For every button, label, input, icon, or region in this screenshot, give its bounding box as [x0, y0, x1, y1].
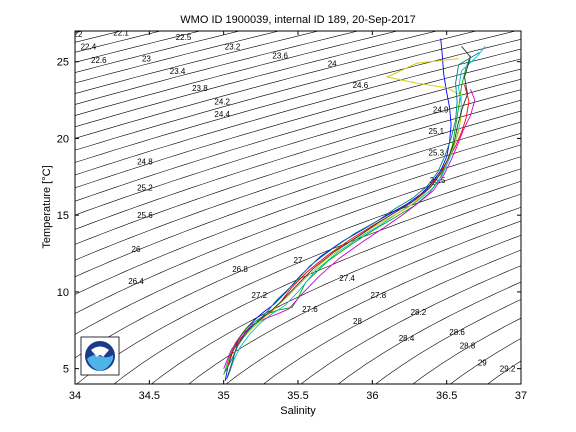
contour-label: 28.8 [460, 342, 476, 351]
density-contour [188, 220, 521, 384]
contour-label: 25.1 [429, 127, 445, 136]
contour-label: 28.6 [449, 328, 465, 337]
x-tick-label: 36.5 [436, 390, 457, 402]
y-tick-label: 20 [57, 133, 69, 145]
density-contour [113, 193, 521, 384]
density-contour [75, 144, 521, 314]
profile-line [227, 46, 486, 377]
density-contour [337, 281, 521, 384]
profile-line [229, 58, 462, 365]
y-tick-label: 10 [57, 287, 69, 299]
profile-line [223, 55, 471, 375]
density-contour [75, 156, 521, 335]
contour-label: 25.2 [137, 184, 153, 193]
contour-label: 25.6 [137, 211, 153, 220]
density-contour [263, 249, 521, 384]
density-contour [300, 265, 521, 384]
contour-label: 28.2 [411, 308, 427, 317]
contour-label: 22 [74, 30, 83, 39]
contour-label: 26.8 [232, 265, 248, 274]
contour-label: 27.8 [371, 291, 387, 300]
contour-label: 23.2 [225, 42, 241, 51]
density-contour [75, 110, 521, 261]
density-contour [151, 206, 521, 384]
contour-label: 24.2 [214, 98, 230, 107]
contour-label: 27.4 [339, 274, 355, 283]
contour-label: 22.1 [113, 29, 129, 38]
contour-label: 26 [132, 245, 141, 254]
contour-label: 25.3 [429, 148, 445, 157]
y-tick-label: 25 [57, 57, 69, 69]
y-axis-ticks: 5 10 15 20 25 [57, 57, 521, 376]
x-tick-label: 34 [69, 390, 81, 402]
contour-label: 22.4 [81, 42, 97, 51]
contour-label: 27.6 [302, 305, 318, 314]
density-contour [75, 31, 399, 116]
density-contour-labels: 22 22.4 22.6 22.1 22.5 23 23.2 23.4 23.6 23.8 24 24… [74, 29, 516, 374]
contour-label: 23.8 [192, 84, 208, 93]
contour-label: 28.4 [399, 334, 415, 343]
density-contour [75, 31, 202, 63]
density-contour [75, 68, 521, 202]
density-contour [75, 31, 517, 151]
contour-label: 24.8 [137, 158, 153, 167]
x-axis-label: Salinity [280, 405, 316, 417]
density-contour [412, 317, 521, 384]
contour-label: 22.6 [91, 56, 107, 65]
contour-label: 27.2 [252, 291, 268, 300]
contour-label: 29.2 [500, 365, 516, 374]
density-contour [75, 99, 521, 245]
x-axis-ticks: 34 34.5 35 35.5 36 36.5 37 [69, 31, 527, 402]
profile-lines [223, 38, 486, 381]
x-tick-label: 36 [366, 390, 378, 402]
x-tick-label: 35 [218, 390, 230, 402]
y-tick-label: 5 [63, 364, 69, 376]
contour-label: 23.6 [272, 52, 288, 61]
contour-label: 23 [142, 55, 151, 64]
x-tick-label: 34.5 [139, 390, 160, 402]
contour-label: 27 [294, 256, 303, 265]
density-contours [75, 31, 521, 384]
contour-label: 28 [353, 317, 362, 326]
contour-label: 24.6 [353, 81, 369, 90]
y-tick-label: 15 [57, 210, 69, 222]
chart-title: WMO ID 1900039, internal ID 189, 20-Sep-… [180, 14, 415, 26]
density-contour [75, 31, 320, 94]
density-contour [487, 360, 521, 384]
density-contour [75, 31, 439, 128]
contour-label: 23.4 [170, 67, 186, 76]
density-contour [75, 39, 521, 163]
density-contour [75, 31, 281, 84]
noaa-logo [80, 336, 120, 376]
profile-line [224, 52, 480, 372]
contour-label: 29 [478, 359, 487, 368]
density-contour [75, 31, 241, 73]
x-tick-label: 35.5 [287, 390, 308, 402]
y-axis-label: Temperature [°C] [41, 165, 53, 248]
density-contour [75, 133, 521, 295]
x-tick-label: 37 [515, 390, 527, 402]
density-contour [75, 31, 478, 139]
density-contour [225, 234, 521, 384]
density-contour [75, 31, 360, 105]
contour-label: 22.5 [176, 33, 192, 42]
density-contour [76, 180, 521, 384]
density-contour [75, 78, 521, 216]
profile-line [224, 38, 452, 381]
contour-label: 24 [328, 59, 337, 68]
density-contour [75, 31, 162, 53]
density-contour [75, 121, 521, 278]
density-contour [375, 299, 521, 384]
contour-label: 26.4 [128, 277, 144, 286]
contour-label: 24.9 [433, 105, 449, 114]
density-contour [449, 338, 521, 384]
density-contour [75, 89, 521, 230]
contour-label: 24.4 [214, 110, 230, 119]
density-contour [75, 48, 521, 176]
